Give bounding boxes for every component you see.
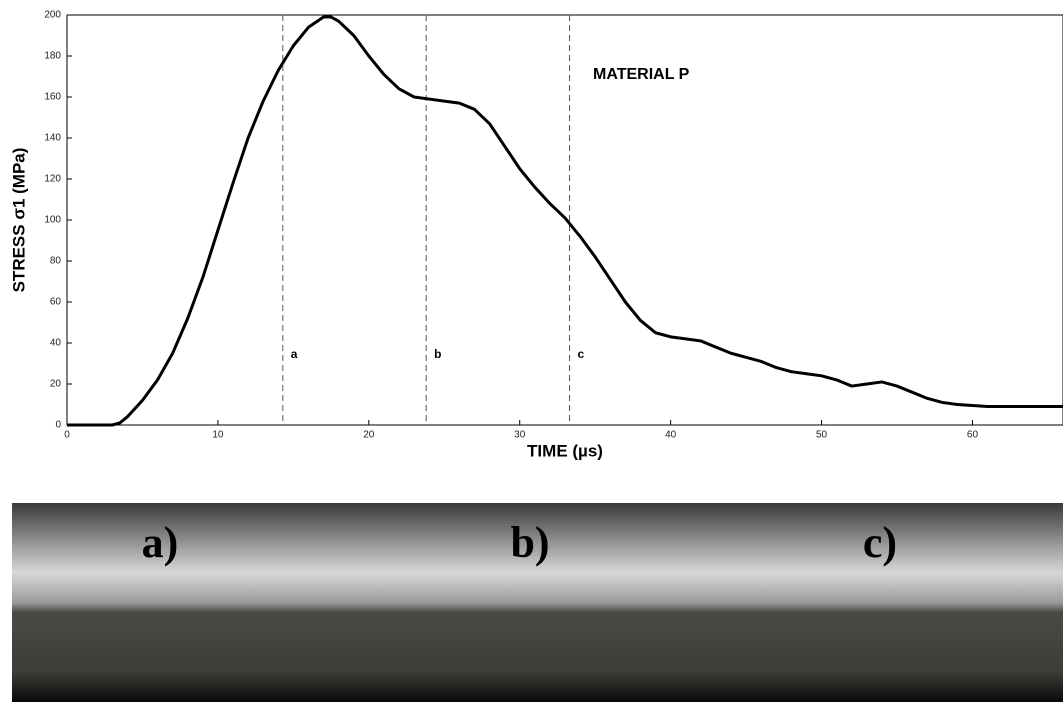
- y-tick-label: 100: [44, 215, 61, 226]
- x-axis-label: TIME (µs): [527, 441, 603, 460]
- y-tick-label: 80: [50, 256, 62, 267]
- data-line: [67, 15, 1063, 427]
- y-tick-label: 0: [55, 420, 61, 431]
- annotation: MATERIAL P: [593, 66, 690, 83]
- photos: a) b) c): [12, 503, 1063, 702]
- photo-label: a): [142, 518, 179, 567]
- y-axis-label: STRESS σ1 (MPa): [9, 148, 28, 293]
- marker-label: a: [291, 347, 298, 361]
- marker-label: c: [578, 347, 585, 361]
- x-tick-label: 30: [514, 430, 526, 441]
- y-tick-label: 180: [44, 51, 61, 62]
- marker-label: b: [434, 347, 441, 361]
- y-tick-label: 20: [50, 379, 62, 390]
- x-tick-label: 40: [665, 430, 677, 441]
- y-tick-label: 160: [44, 92, 61, 103]
- y-tick-label: 60: [50, 297, 62, 308]
- photo-label: b): [510, 518, 549, 567]
- x-tick-label: 60: [967, 430, 979, 441]
- y-tick-label: 40: [50, 338, 62, 349]
- y-tick-label: 200: [44, 10, 61, 21]
- x-tick-label: 10: [212, 430, 224, 441]
- x-tick-label: 0: [64, 430, 70, 441]
- photo: [12, 503, 360, 702]
- x-tick-label: 50: [816, 430, 828, 441]
- photo: [360, 503, 708, 702]
- photo: [708, 503, 1063, 702]
- y-tick-label: 140: [44, 133, 61, 144]
- x-tick-label: 20: [363, 430, 375, 441]
- photo-label: c): [863, 518, 897, 567]
- y-tick-label: 120: [44, 174, 61, 185]
